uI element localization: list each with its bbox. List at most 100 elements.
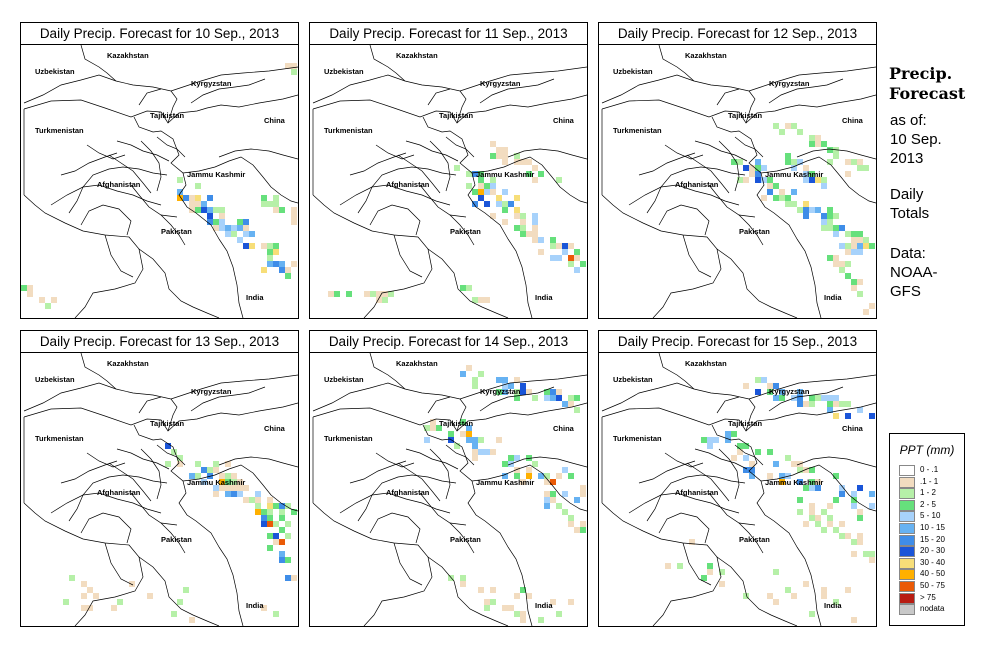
precip-cell bbox=[478, 177, 484, 183]
precip-cell bbox=[520, 159, 526, 165]
precip-cell bbox=[845, 273, 851, 279]
precip-cell bbox=[189, 201, 195, 207]
precip-cell bbox=[279, 539, 285, 545]
precip-cell bbox=[502, 207, 508, 213]
precip-cell bbox=[472, 201, 478, 207]
precip-cell bbox=[520, 389, 526, 395]
precip-cell bbox=[502, 389, 508, 395]
precip-cell bbox=[580, 521, 586, 527]
boundary-line bbox=[507, 546, 533, 626]
precip-cell bbox=[346, 291, 352, 297]
precip-cell bbox=[328, 291, 334, 297]
precip-cell bbox=[568, 261, 574, 267]
precip-cell bbox=[382, 291, 388, 297]
precip-cell bbox=[213, 219, 219, 225]
map-label-uzbekistan: Uzbekistan bbox=[324, 67, 364, 76]
admin-boundaries bbox=[312, 45, 587, 318]
boundary-line bbox=[745, 90, 756, 124]
asof-label: as of: bbox=[890, 112, 927, 129]
legend-label: 15 - 20 bbox=[920, 534, 945, 544]
precip-cell bbox=[526, 231, 532, 237]
precip-cell bbox=[785, 153, 791, 159]
precip-cell bbox=[833, 231, 839, 237]
precip-cell bbox=[213, 461, 219, 467]
precip-cell bbox=[273, 201, 279, 207]
precip-cell bbox=[279, 515, 285, 521]
map-label-kazakhstan: Kazakhstan bbox=[396, 51, 438, 60]
precip-cell bbox=[568, 255, 574, 261]
precip-cell bbox=[291, 261, 297, 267]
precip-cell bbox=[803, 171, 809, 177]
map-label-afghanistan: Afghanistan bbox=[386, 180, 430, 189]
precip-cell bbox=[496, 377, 502, 383]
precip-cell bbox=[285, 503, 291, 509]
boundary-line bbox=[140, 140, 162, 192]
boundary-line bbox=[708, 492, 756, 526]
precip-cell bbox=[544, 491, 550, 497]
boundary-line bbox=[422, 424, 509, 548]
boundary-line bbox=[745, 398, 756, 432]
precip-cell bbox=[574, 249, 580, 255]
precip-cell bbox=[827, 213, 833, 219]
boundary-line bbox=[160, 522, 186, 554]
boundary-line bbox=[104, 542, 134, 586]
precip-cell bbox=[815, 207, 821, 213]
precip-cell bbox=[827, 219, 833, 225]
precip-cell bbox=[779, 189, 785, 195]
boundary-line bbox=[397, 154, 441, 194]
precip-cell bbox=[803, 485, 809, 491]
precip-cell bbox=[231, 225, 237, 231]
precip-cell bbox=[532, 461, 538, 467]
legend-label: .1 - 1 bbox=[920, 476, 939, 486]
precip-cell bbox=[261, 201, 267, 207]
map-label-china: China bbox=[842, 116, 864, 125]
boundary-line bbox=[23, 66, 298, 104]
precip-cell bbox=[490, 449, 496, 455]
precip-cell bbox=[737, 449, 743, 455]
precip-cell bbox=[821, 141, 827, 147]
precip-cell bbox=[45, 303, 51, 309]
map-label-uzbekistan: Uzbekistan bbox=[35, 67, 75, 76]
boundary-line bbox=[160, 214, 186, 246]
precip-cell bbox=[201, 467, 207, 473]
precip-cell bbox=[833, 497, 839, 503]
precip-cell bbox=[815, 135, 821, 141]
legend-swatch bbox=[899, 557, 915, 569]
precip-cell bbox=[219, 219, 225, 225]
precip-cell bbox=[93, 593, 99, 599]
precip-cell bbox=[291, 509, 297, 515]
map-label-jammu-kashmir: Jammu Kashmir bbox=[765, 478, 823, 487]
precip-cell bbox=[502, 383, 508, 389]
precip-cell bbox=[514, 159, 520, 165]
precip-cell bbox=[556, 503, 562, 509]
boundary-line bbox=[760, 464, 876, 512]
precip-cell bbox=[207, 467, 213, 473]
precip-cell bbox=[267, 249, 273, 255]
precip-cell bbox=[201, 207, 207, 213]
precip-cell bbox=[520, 587, 526, 593]
boundary-line bbox=[718, 140, 740, 192]
boundary-line bbox=[369, 45, 406, 82]
boundary-line bbox=[708, 184, 756, 218]
precip-cell bbox=[809, 207, 815, 213]
precip-cell bbox=[177, 195, 183, 201]
precip-cell bbox=[520, 219, 526, 225]
precip-cell bbox=[863, 243, 869, 249]
boundary-line bbox=[711, 424, 798, 548]
boundary-line bbox=[50, 184, 162, 206]
precip-cell bbox=[755, 389, 761, 395]
precip-cell bbox=[827, 159, 833, 165]
precip-cell bbox=[249, 231, 255, 237]
precip-cell bbox=[556, 611, 562, 617]
precip-cell bbox=[797, 509, 803, 515]
precip-cell bbox=[514, 395, 520, 401]
precip-cell bbox=[279, 551, 285, 557]
precip-cell bbox=[821, 509, 827, 515]
boundary-line bbox=[138, 396, 162, 414]
precip-cell bbox=[279, 261, 285, 267]
boundary-line bbox=[312, 94, 587, 124]
admin-boundaries bbox=[23, 353, 298, 626]
precip-cell bbox=[520, 479, 526, 485]
boundary-line bbox=[427, 556, 509, 626]
boundary-line bbox=[760, 156, 876, 204]
